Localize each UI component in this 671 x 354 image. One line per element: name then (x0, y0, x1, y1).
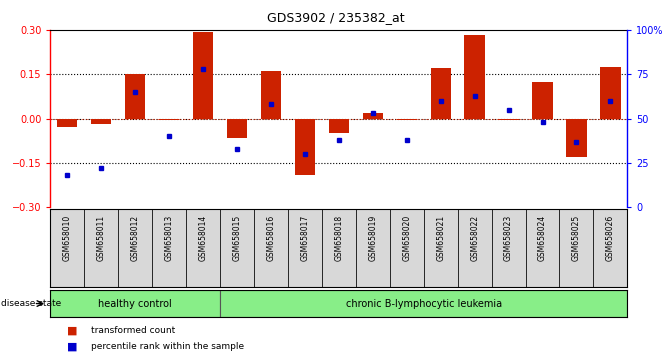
Bar (125, 74, 146, 119)
Text: chronic B-lymphocytic leukemia: chronic B-lymphocytic leukemia (346, 298, 502, 309)
Text: GSM658023: GSM658023 (504, 215, 513, 261)
Bar (566, 119, 586, 157)
Text: GSM658011: GSM658011 (97, 215, 106, 261)
Bar (593, 209, 627, 287)
Bar (560, 209, 593, 287)
Text: GSM658018: GSM658018 (334, 215, 344, 261)
Bar (85, 209, 118, 287)
Text: GSM658021: GSM658021 (436, 215, 445, 261)
Text: GSM658024: GSM658024 (538, 215, 547, 261)
Text: GSM658016: GSM658016 (266, 215, 276, 261)
Text: disease state: disease state (1, 299, 62, 308)
Text: ■: ■ (67, 326, 78, 336)
Text: GSM658019: GSM658019 (368, 215, 377, 261)
Bar (492, 209, 525, 287)
Bar (499, 119, 519, 120)
Bar (356, 209, 390, 287)
Bar (329, 119, 349, 133)
Text: GSM658010: GSM658010 (63, 215, 72, 261)
Bar (431, 68, 451, 119)
Bar (397, 119, 417, 120)
Bar (423, 209, 458, 287)
Text: GSM658015: GSM658015 (233, 215, 242, 261)
Bar (193, 32, 213, 119)
Text: GSM658026: GSM658026 (606, 215, 615, 261)
Bar (254, 209, 288, 287)
Text: ■: ■ (67, 342, 78, 352)
Text: GDS3902 / 235382_at: GDS3902 / 235382_at (266, 11, 405, 24)
Bar (57, 119, 77, 127)
Text: transformed count: transformed count (91, 326, 175, 336)
Bar (601, 67, 621, 119)
Text: GSM658017: GSM658017 (301, 215, 309, 261)
Bar (91, 119, 111, 125)
Bar (227, 119, 247, 138)
Bar (261, 72, 281, 119)
Bar (295, 119, 315, 175)
Bar (390, 209, 423, 287)
Bar (186, 209, 220, 287)
Bar (50, 209, 85, 287)
Bar (362, 113, 383, 119)
Text: GSM658013: GSM658013 (164, 215, 174, 261)
Bar (322, 209, 356, 287)
Bar (532, 82, 553, 119)
Bar (220, 209, 254, 287)
Text: percentile rank within the sample: percentile rank within the sample (91, 342, 244, 352)
Bar (220, 290, 627, 317)
Bar (525, 209, 560, 287)
Text: healthy control: healthy control (99, 298, 172, 309)
Bar (50, 290, 220, 317)
Bar (152, 209, 186, 287)
Bar (118, 209, 152, 287)
Bar (464, 34, 485, 119)
Text: GSM658022: GSM658022 (470, 215, 479, 261)
Text: GSM658020: GSM658020 (402, 215, 411, 261)
Bar (159, 119, 179, 120)
Text: GSM658014: GSM658014 (199, 215, 207, 261)
Text: GSM658012: GSM658012 (131, 215, 140, 261)
Text: GSM658025: GSM658025 (572, 215, 581, 261)
Bar (288, 209, 322, 287)
Bar (458, 209, 492, 287)
